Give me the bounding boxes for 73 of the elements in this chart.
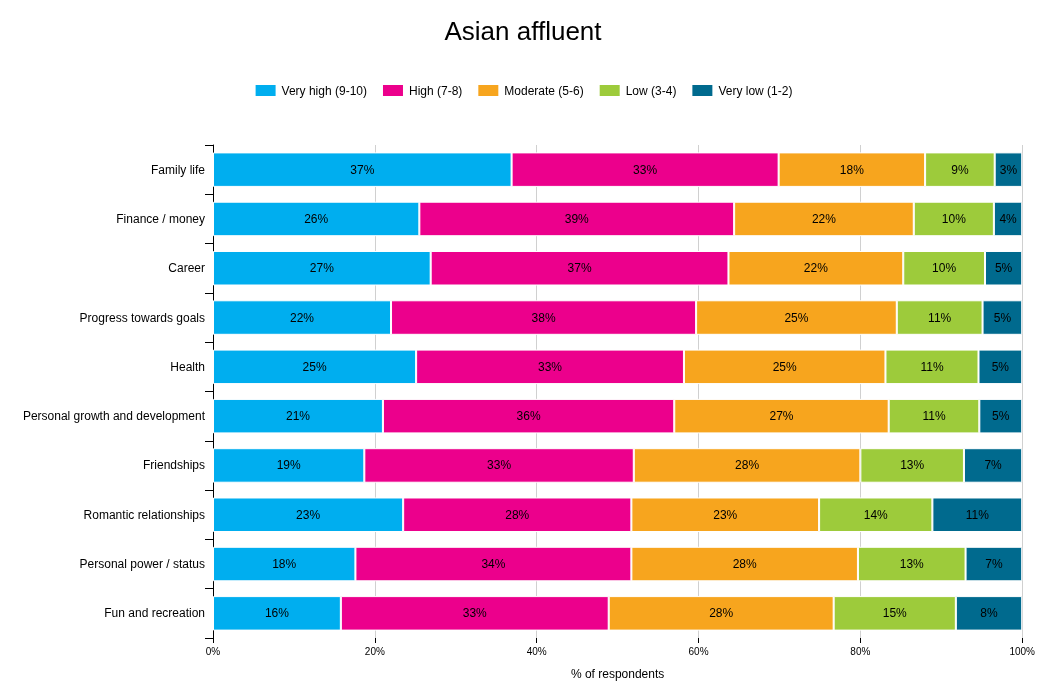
- data-label: 28%: [505, 507, 530, 522]
- data-label: 5%: [991, 359, 1010, 374]
- data-label: 5%: [993, 310, 1012, 325]
- data-label: 26%: [304, 211, 329, 226]
- y-tick-label: Health: [170, 359, 205, 374]
- data-label: 21%: [285, 409, 311, 424]
- x-axis-title: % of respondents: [570, 667, 665, 681]
- x-tick-label: 80%: [850, 645, 871, 657]
- data-label: 33%: [462, 606, 488, 621]
- data-label: 22%: [290, 310, 315, 325]
- data-label: 3%: [999, 162, 1018, 177]
- data-label: 18%: [839, 162, 865, 177]
- data-label: 11%: [965, 507, 990, 522]
- data-label: 23%: [296, 507, 321, 522]
- data-label: 27%: [769, 409, 794, 424]
- y-tick-label: Career: [168, 261, 205, 276]
- data-label: 28%: [735, 458, 760, 473]
- y-tick-label: Personal power / status: [79, 557, 205, 572]
- y-tick-label: Family life: [150, 162, 206, 177]
- data-label: 10%: [932, 261, 957, 276]
- data-label: 33%: [538, 359, 563, 374]
- data-label: 33%: [487, 458, 512, 473]
- data-label: 28%: [732, 557, 757, 572]
- data-label: 28%: [709, 606, 734, 621]
- data-label: 11%: [928, 310, 952, 325]
- data-label: 27%: [309, 261, 335, 276]
- data-label: 25%: [302, 359, 327, 374]
- legend-label: Very low (1-2): [718, 83, 793, 98]
- data-label: 25%: [772, 359, 798, 374]
- data-label: 9%: [951, 162, 969, 177]
- y-tick-label: Progress towards goals: [79, 310, 205, 325]
- x-tick-label: 40%: [526, 645, 547, 657]
- data-label: 5%: [994, 261, 1013, 276]
- data-label: 38%: [531, 310, 556, 325]
- chart-title: Asian affluent: [444, 16, 603, 46]
- data-label: 22%: [803, 261, 829, 276]
- x-tick-label: 100%: [1009, 645, 1036, 657]
- legend-label: Very high (9-10): [281, 83, 367, 98]
- data-label: 7%: [984, 458, 1003, 473]
- x-tick-label: 60%: [688, 645, 709, 657]
- data-label: 33%: [633, 162, 658, 177]
- data-label: 4%: [999, 211, 1018, 226]
- x-tick-label: 20%: [364, 645, 385, 657]
- legend-label: Moderate (5-6): [504, 83, 584, 98]
- data-label: 34%: [481, 557, 506, 572]
- data-label: 8%: [980, 606, 999, 621]
- data-label: 37%: [350, 162, 375, 177]
- y-tick-label: Fun and recreation: [104, 606, 205, 621]
- y-tick-label: Personal growth and development: [22, 409, 206, 424]
- y-tick-label: Friendships: [142, 458, 205, 473]
- legend-label: Low (3-4): [625, 83, 677, 98]
- data-label: 18%: [272, 557, 297, 572]
- data-label: 16%: [264, 606, 290, 621]
- data-label: 13%: [900, 458, 925, 473]
- data-label: 19%: [276, 458, 301, 473]
- data-label: 23%: [713, 507, 738, 522]
- data-label: 10%: [941, 211, 967, 226]
- x-tick-label: 0%: [205, 645, 221, 657]
- data-label: 14%: [863, 507, 889, 522]
- y-tick-label: Romantic relationships: [83, 507, 205, 522]
- data-label: 11%: [922, 409, 946, 424]
- data-label: 39%: [564, 211, 590, 226]
- data-label: 15%: [882, 606, 908, 621]
- data-label: 13%: [899, 557, 925, 572]
- data-label: 22%: [811, 211, 837, 226]
- data-label: 37%: [567, 261, 592, 276]
- legend-label: High (7-8): [408, 83, 463, 98]
- data-label: 11%: [920, 359, 944, 374]
- data-label: 5%: [992, 409, 1010, 424]
- data-label: 36%: [516, 409, 541, 424]
- y-tick-label: Finance / money: [116, 211, 205, 226]
- data-label: 25%: [784, 310, 809, 325]
- data-label: 7%: [985, 557, 1003, 572]
